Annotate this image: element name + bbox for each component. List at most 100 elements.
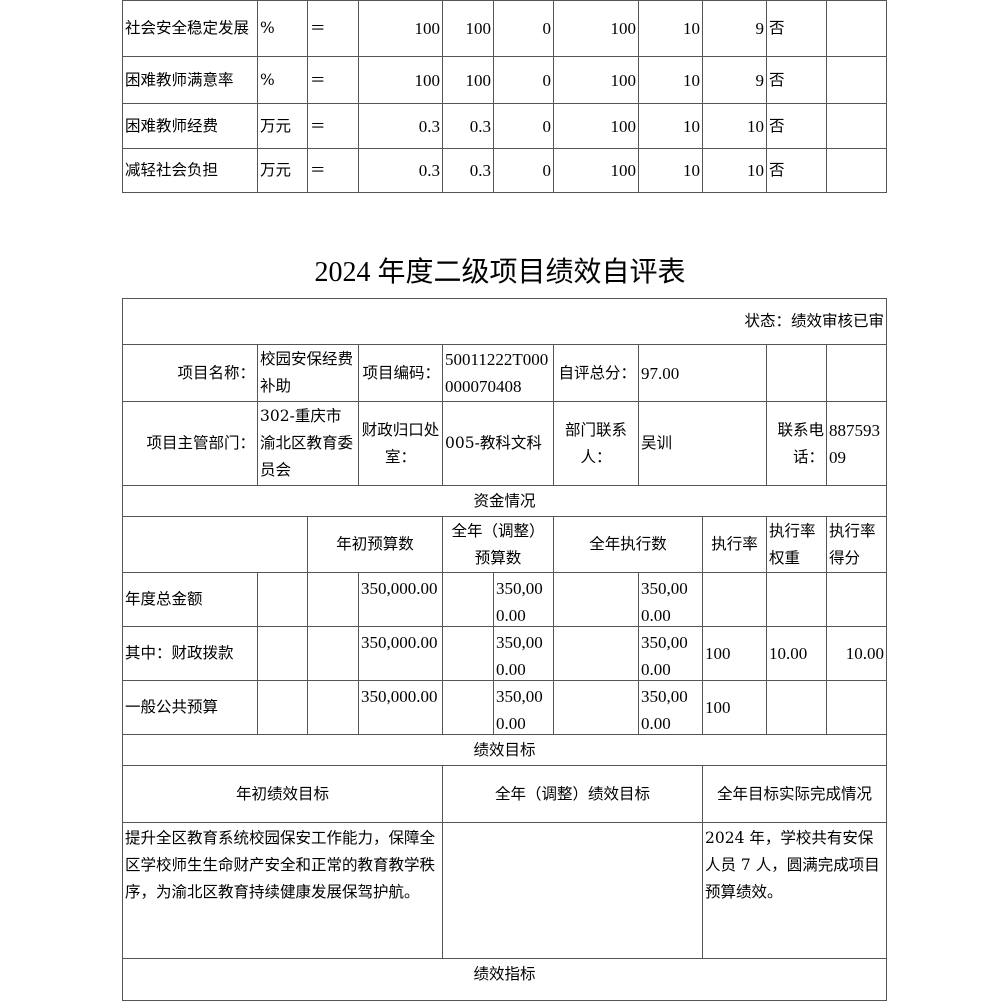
funds-initial-cell: 350,000.00 [358,626,443,681]
top-table-cell-text: 0 [542,70,552,90]
empty-cell [442,680,494,735]
top-table-cell [826,103,887,149]
funds-section-title-text: 资金情况 [473,491,536,510]
funds-header-text: 年初预算数 [336,535,414,553]
funds-label-cell: 年度总金额 [122,572,258,627]
top-table-cell [826,56,887,104]
top-table-cell-text: 100 [610,116,637,136]
funds-weight-cell-text: 10.00 [769,644,808,663]
finance-label-text: 财政归口处室： [361,420,440,466]
top-table-cell-text: 社会安全稳定发展 [125,19,250,37]
top-table-cell-text: 0.3 [469,161,491,180]
top-table-cell-text: 万元 [260,116,292,135]
top-table-cell: 0.3 [442,103,494,149]
top-table-cell-text: 减轻社会负担 [125,161,219,179]
funds-initial-cell-text: 350,000.00 [361,687,438,706]
funds-executed-cell-text: 350,000.00 [641,687,688,733]
indicators-section-title-text: 绩效指标 [473,965,536,983]
phone-value-text: 88759309 [829,420,880,467]
top-table-cell-text: % [260,70,275,89]
top-table-cell: ＝ [307,0,359,57]
top-table-cell: 困难教师满意率 [122,56,258,104]
top-table-cell-text: 10 [683,161,700,180]
top-table-cell: % [257,56,308,104]
funds-adjusted-cell: 350,000.00 [493,572,554,627]
finance-value: 005-教科文科 [442,401,554,486]
initial-goal-text-text: 提升全区教育系统校园保安工作能力，保障全区学校师生生命财产安全和正常的教育教学秩… [125,829,436,901]
top-table-cell: 100 [553,148,639,193]
funds-score-cell-text: 10.00 [845,644,884,663]
top-table-cell: 10 [638,148,703,193]
top-table-cell-text: 100 [465,19,492,38]
actual-completion-text: 2024 年，学校共有安保人员 7 人，圆满完成项目预算绩效。 [702,822,887,959]
funds-executed-cell-text: 350,000.00 [641,633,688,679]
funds-label-cell: 一般公共预算 [122,680,258,735]
top-table-cell: 10 [702,103,767,149]
project-code-label: 项目编码： [358,344,443,402]
top-table-cell: 0 [493,0,554,57]
score-label: 自评总分： [553,344,639,402]
empty-cell [307,626,359,681]
empty-cell [553,572,639,627]
top-table-cell: 100 [442,56,494,104]
finance-label: 财政归口处室： [358,401,443,486]
project-name-value: 校园安保经费补助 [257,344,359,402]
funds-adjusted-cell-text: 350,000.00 [496,579,543,625]
goals-header-text: 年初绩效目标 [235,784,329,803]
empty-cell [442,572,494,627]
top-table-cell-text: 100 [610,70,637,90]
funds-score-cell: 10.00 [826,626,887,681]
top-table-cell: 100 [553,103,639,149]
dept-label-text: 项目主管部门： [146,434,255,452]
top-table-cell-text: 10 [683,116,700,136]
empty-cell [553,680,639,735]
top-table-cell: 否 [766,148,827,193]
top-table-cell: 0 [493,148,554,193]
score-label-text: 自评总分： [558,363,636,382]
goals-header: 年初绩效目标 [122,765,443,823]
empty-cell [826,344,887,402]
goals-header-text: 全年（调整）绩效目标 [494,784,650,803]
goals-header: 全年目标实际完成情况 [702,765,887,823]
funds-executed-cell-text: 350,000.00 [641,579,688,625]
funds-header-text: 全年（调整）预算数 [451,521,545,567]
dept-label: 项目主管部门： [122,401,258,486]
adjusted-goal-text [442,822,703,959]
funds-header: 年初预算数 [307,516,443,573]
phone-label-text: 联系电话： [777,420,824,466]
funds-header: 全年（调整）预算数 [442,516,554,573]
funds-initial-cell: 350,000.00 [358,680,443,735]
contact-value: 吴训 [638,401,767,486]
funds-label-cell-text: 一般公共预算 [125,698,219,716]
funds-header: 全年执行数 [553,516,703,573]
funds-header-text: 执行率 [711,535,758,553]
contact-label-text: 部门联系人： [564,420,627,466]
status-text-text: 状态：绩效审核已审 [744,312,884,330]
empty-cell [766,344,827,402]
status-text: 状态：绩效审核已审 [122,298,887,345]
top-table-cell-text: 否 [769,161,785,179]
finance-value-text: 005-教科文科 [445,434,542,452]
funds-adjusted-cell: 350,000.00 [493,626,554,681]
top-table-cell: % [257,0,308,57]
top-table-cell: 否 [766,56,827,104]
top-table-cell-text: 0 [542,116,552,136]
goals-header: 全年（调整）绩效目标 [442,765,703,823]
top-table-cell: 100 [442,0,494,57]
top-table-cell: 100 [553,56,639,104]
funds-adjusted-cell-text: 350,000.00 [496,687,543,733]
top-table-cell: 否 [766,103,827,149]
top-table-cell: 0 [493,56,554,104]
top-table-cell-text: 100 [465,70,492,90]
funds-section-title: 资金情况 [122,485,887,517]
empty-cell [257,680,308,735]
top-table-cell: 10 [638,103,703,149]
top-table-cell-text: 10 [747,116,764,136]
funds-weight-cell [766,572,827,627]
indicators-section-title: 绩效指标 [122,958,887,1001]
funds-rate-cell-text: 100 [705,644,731,663]
empty-cell [307,680,359,735]
goals-header-text: 全年目标实际完成情况 [716,784,872,803]
top-table-cell: ＝ [307,103,359,149]
funds-executed-cell: 350,000.00 [638,680,703,735]
